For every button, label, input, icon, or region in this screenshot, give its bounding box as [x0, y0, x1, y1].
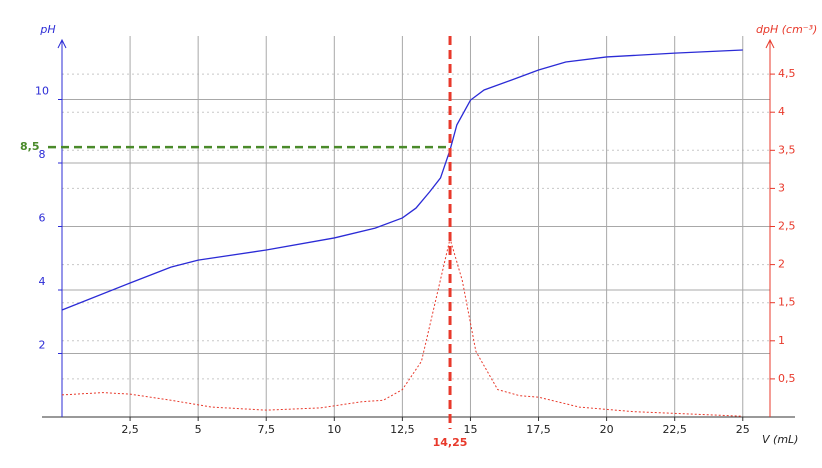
y-tick-label: 2 [39, 339, 46, 352]
y2-tick-label: 0,5 [778, 372, 796, 385]
x-tick-label: 12,5 [390, 423, 415, 436]
y2-axis-label: dpH (cm⁻³) [756, 23, 817, 36]
y2-tick-label: 4,5 [778, 67, 796, 80]
annotation-label: 8,5 [20, 140, 40, 153]
x-tick-label: 17,5 [526, 423, 551, 436]
y2-tick-label: 1 [778, 334, 785, 347]
data-line [61, 49, 743, 311]
y2-tick-label: 3 [778, 181, 785, 194]
y2-tick-label: 4 [778, 105, 785, 118]
y-tick-label: 4 [39, 275, 46, 288]
y-axis-arrow [57, 38, 67, 49]
x-tick-label: 2,5 [121, 423, 139, 436]
data-line [61, 236, 743, 417]
x-tick-label: 15 [463, 423, 477, 436]
y-tick-label: 8 [39, 148, 46, 161]
x-tick-label: 10 [327, 423, 341, 436]
x-axis-label: V (mL) [762, 433, 798, 446]
y-axis-label: pH [39, 23, 55, 36]
y2-axis-arrow [765, 38, 775, 49]
y-tick-label: 10 [35, 85, 49, 98]
x-tick-label: 7,5 [257, 423, 275, 436]
y2-tick-label: 1,5 [778, 296, 796, 309]
y-tick-label: 6 [39, 212, 46, 225]
x-tick-label: 22,5 [662, 423, 687, 436]
y2-tick-label: 2 [778, 258, 785, 271]
x-tick-label: 5 [195, 423, 202, 436]
x-tick-label: 20 [600, 423, 614, 436]
annotation-label: 14,25 [433, 436, 468, 449]
y2-tick-label: 2,5 [778, 220, 796, 233]
y2-tick-label: 3,5 [778, 143, 796, 156]
x-tick-label: 25 [736, 423, 750, 436]
